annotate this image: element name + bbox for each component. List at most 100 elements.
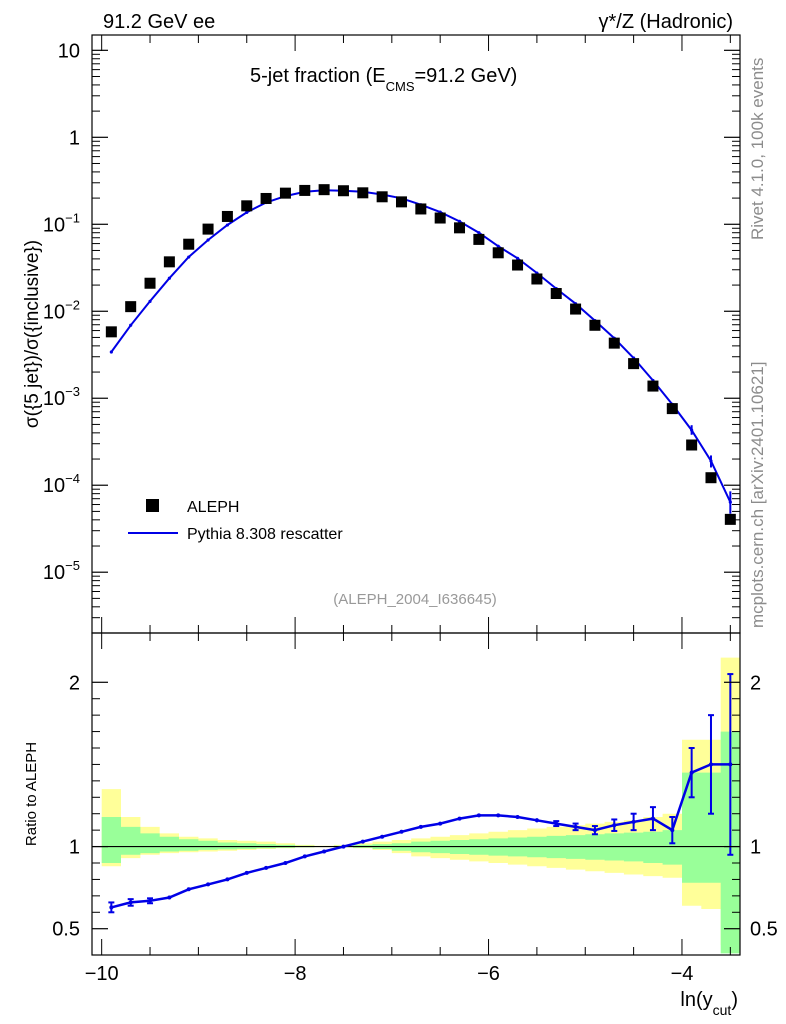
ratio-y-label: Ratio to ALEPH bbox=[23, 742, 40, 846]
header-left: 91.2 GeV ee bbox=[103, 11, 215, 33]
ratio-point bbox=[612, 823, 617, 828]
ratio-plot-frame bbox=[91, 632, 741, 956]
aleph-data-point bbox=[531, 273, 543, 285]
legend: ALEPH Pythia 8.308 rescatter bbox=[128, 499, 343, 543]
aleph-data-point bbox=[492, 247, 504, 259]
ratio-y-tick-label: 2 bbox=[69, 672, 80, 694]
main-y-tick-label: 10−5 bbox=[43, 558, 80, 584]
main-y-tick-label: 10−4 bbox=[43, 471, 80, 497]
aleph-data-point bbox=[221, 210, 233, 222]
ratio-y-tick-label-right: 0.5 bbox=[750, 919, 778, 941]
ratio-y-tick-label-right: 1 bbox=[750, 837, 761, 859]
pythia-point bbox=[477, 231, 481, 235]
ratio-point bbox=[264, 865, 269, 870]
aleph-data-point bbox=[686, 439, 698, 451]
main-plot-frame bbox=[91, 34, 741, 634]
aleph-data-point bbox=[512, 259, 524, 271]
ratio-point bbox=[650, 816, 655, 821]
ratio-point bbox=[534, 818, 539, 823]
aleph-data-point bbox=[241, 200, 253, 212]
ratio-axes: 0.5 0.5 1 1 2 2 −10 −8 −6 −4 bbox=[52, 633, 778, 985]
ratio-plot-panel: 0.5 0.5 1 1 2 2 −10 −8 −6 −4 Ratio to ALEPH ln(yc… bbox=[23, 632, 778, 1018]
ratio-point bbox=[592, 828, 597, 833]
ratio-point bbox=[128, 900, 133, 905]
ratio-point bbox=[708, 762, 713, 767]
pythia-point bbox=[457, 219, 462, 223]
legend-label-aleph: ALEPH bbox=[187, 499, 239, 516]
aleph-data-point bbox=[395, 196, 407, 208]
ratio-point bbox=[109, 905, 114, 910]
aleph-data-point bbox=[337, 185, 349, 197]
ratio-point bbox=[457, 816, 462, 821]
uncertainty-band-outer bbox=[101, 657, 740, 946]
ratio-y-tick-label: 0.5 bbox=[52, 919, 80, 941]
ratio-point bbox=[496, 813, 501, 818]
ratio-point bbox=[631, 819, 636, 824]
aleph-data-point bbox=[357, 187, 369, 199]
ratio-plot-content bbox=[92, 657, 740, 954]
x-tick-label: −10 bbox=[85, 963, 119, 985]
ratio-point bbox=[728, 762, 733, 767]
ratio-y-tick-label-right: 2 bbox=[750, 672, 761, 694]
main-title: 5-jet fraction (ECMS=91.2 GeV) bbox=[250, 65, 517, 94]
aleph-data-point bbox=[260, 192, 272, 204]
aleph-data-point bbox=[318, 184, 330, 196]
aleph-data-point bbox=[454, 222, 466, 234]
aleph-data-point bbox=[376, 191, 388, 203]
pythia-point bbox=[129, 323, 133, 327]
main-y-axis: 10−5 10−4 10−3 10−2 10−1 1 10 bbox=[43, 35, 740, 633]
main-plot-content bbox=[105, 184, 736, 525]
aleph-data-point bbox=[202, 223, 214, 235]
main-y-tick-label: 10−3 bbox=[43, 384, 80, 410]
aleph-data-point bbox=[647, 380, 659, 392]
ratio-point bbox=[283, 861, 288, 865]
ratio-point bbox=[554, 821, 559, 826]
aleph-data-point bbox=[724, 513, 736, 525]
aleph-data-point bbox=[628, 358, 640, 370]
pythia-point bbox=[187, 255, 191, 259]
pythia-point bbox=[496, 244, 500, 248]
ratio-point bbox=[225, 877, 230, 882]
ratio-point bbox=[476, 813, 481, 818]
ratio-point bbox=[438, 821, 443, 826]
pythia-point bbox=[515, 256, 520, 260]
main-y-tick-label: 10−2 bbox=[43, 297, 80, 323]
ratio-point bbox=[148, 898, 153, 903]
aleph-data-point bbox=[144, 277, 156, 289]
analysis-annotation: (ALEPH_2004_I636645) bbox=[333, 591, 496, 608]
ratio-point bbox=[515, 815, 520, 819]
aleph-data-point bbox=[666, 403, 678, 415]
aleph-data-point bbox=[125, 301, 137, 313]
x-tick-label: −4 bbox=[671, 963, 694, 985]
x-axis-label: ln(ycut) bbox=[680, 989, 738, 1018]
aleph-data-point bbox=[434, 212, 446, 224]
x-tick-label: −6 bbox=[477, 963, 500, 985]
ratio-point bbox=[322, 849, 327, 854]
pythia-point bbox=[206, 238, 210, 242]
x-tick-label: −8 bbox=[284, 963, 307, 985]
aleph-data-point bbox=[570, 303, 582, 315]
ratio-point bbox=[418, 824, 423, 829]
ratio-point bbox=[341, 844, 346, 849]
pythia-point bbox=[109, 350, 113, 354]
aleph-data-point bbox=[183, 238, 195, 250]
pythia-point bbox=[167, 276, 171, 280]
main-y-tick-label: 1 bbox=[69, 127, 80, 149]
ratio-y-tick-label: 1 bbox=[69, 837, 80, 859]
main-y-label: σ({5 jet})/σ({inclusive}) bbox=[22, 240, 43, 428]
ratio-point bbox=[206, 882, 211, 887]
aleph-data-point bbox=[589, 319, 601, 331]
ratio-point bbox=[167, 895, 172, 900]
main-y-tick-label: 10−1 bbox=[43, 210, 80, 236]
header-right: γ*/Z (Hadronic) bbox=[599, 11, 733, 33]
main-plot-panel: 10−5 10−4 10−3 10−2 10−1 1 10 5-jet fraction (… bbox=[22, 34, 741, 634]
aleph-data-point bbox=[550, 288, 562, 300]
ratio-point bbox=[380, 834, 385, 839]
legend-label-pythia: Pythia 8.308 rescatter bbox=[187, 526, 343, 543]
ratio-point bbox=[689, 770, 694, 775]
aleph-data-point bbox=[105, 326, 117, 338]
pythia-point bbox=[148, 299, 152, 303]
aleph-data-point bbox=[705, 472, 717, 484]
uncertainty-band-inner bbox=[101, 731, 740, 954]
